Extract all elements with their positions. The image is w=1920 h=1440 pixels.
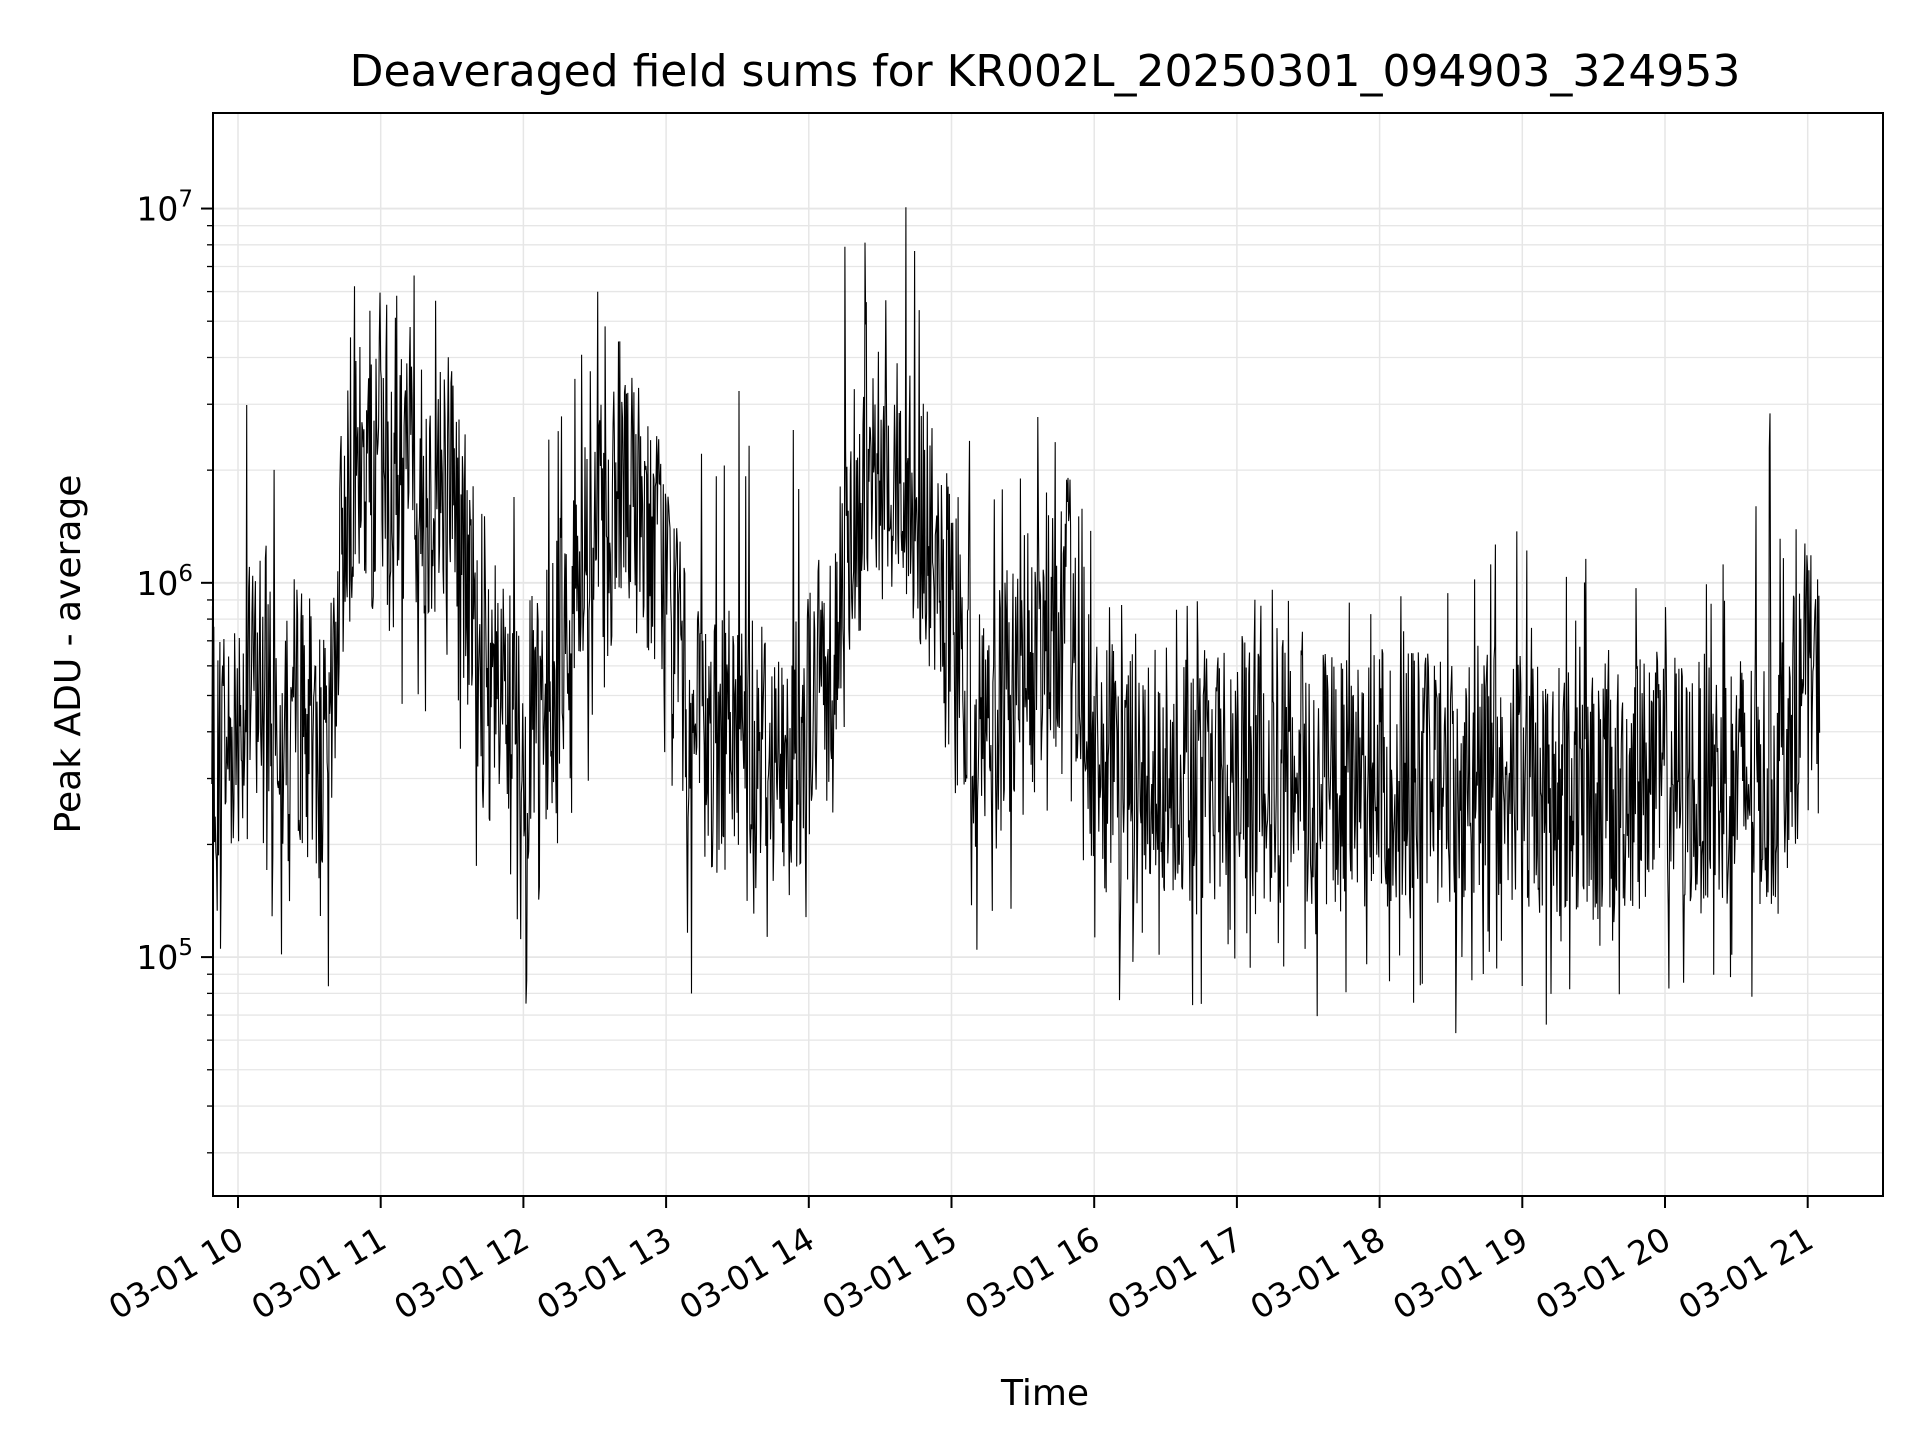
y-tick-label: 106 bbox=[136, 561, 193, 603]
grid bbox=[213, 113, 1883, 1196]
x-axis-label: Time bbox=[1000, 1373, 1089, 1414]
y-tick-label: 105 bbox=[136, 935, 193, 977]
data-series bbox=[211, 207, 1821, 1034]
plot-frame bbox=[212, 112, 1884, 1197]
y-axis: 105 106 107 bbox=[136, 187, 213, 1154]
y-axis-label: Peak ADU - average bbox=[48, 475, 89, 834]
chart-title: Deaveraged field sums for KR002L_2025030… bbox=[350, 46, 1741, 97]
series-line bbox=[211, 207, 1821, 1034]
y-tick-label: 107 bbox=[136, 187, 193, 229]
